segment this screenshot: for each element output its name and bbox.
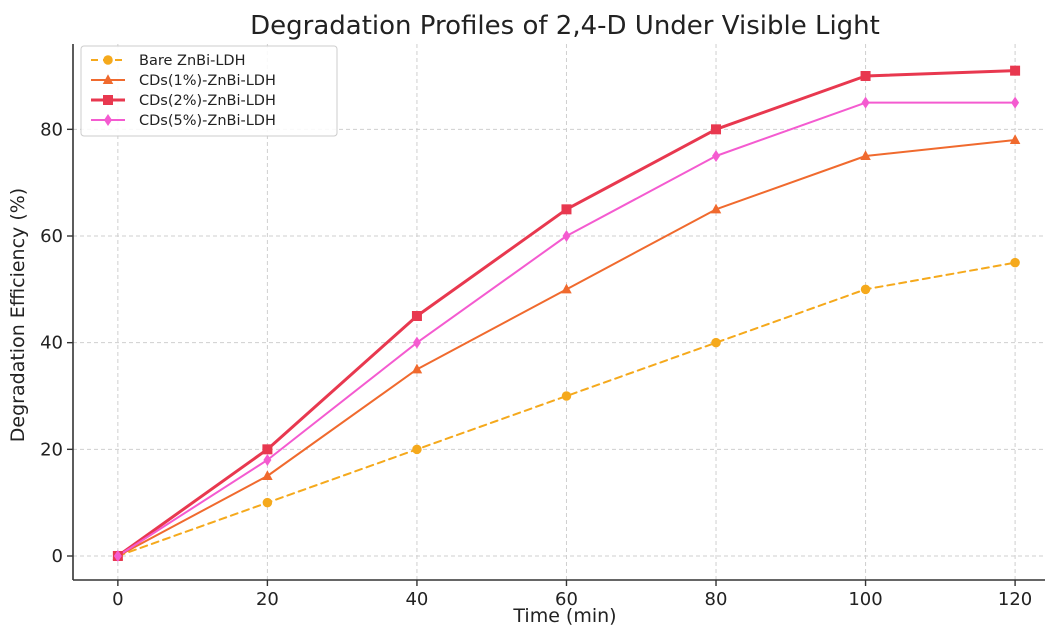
y-axis-label: Degradation Efficiency (%) xyxy=(7,188,29,442)
x-tick-label: 60 xyxy=(555,589,578,610)
data-point xyxy=(711,124,722,135)
data-point xyxy=(712,150,721,162)
data-point xyxy=(412,444,422,455)
data-point xyxy=(262,444,273,455)
data-point xyxy=(263,454,272,466)
series-markers xyxy=(112,65,1021,562)
data-point xyxy=(860,284,871,295)
data-point xyxy=(1010,65,1021,76)
y-tick-label: 0 xyxy=(52,546,63,567)
legend: Bare ZnBi-LDH CDs(1%)-ZnBi-LDH CDs(2%)-ZnB… xyxy=(80,45,338,137)
x-tick-label: 20 xyxy=(256,589,279,610)
legend-box xyxy=(80,45,338,137)
data-point xyxy=(562,230,571,242)
data-point xyxy=(561,204,572,215)
legend-marker xyxy=(103,55,113,65)
tick-labels: 0 20 40 60 80 100 120 0 20 40 60 80 xyxy=(40,119,1032,610)
data-point xyxy=(1010,257,1020,268)
x-tick-label: 100 xyxy=(848,589,882,610)
y-tick-label: 40 xyxy=(40,333,63,354)
y-tick-label: 20 xyxy=(40,439,63,460)
data-point xyxy=(861,96,870,109)
x-axis-label: Time (min) xyxy=(512,605,616,626)
legend-label: Bare ZnBi-LDH xyxy=(139,53,245,69)
data-point xyxy=(711,337,721,348)
data-point xyxy=(262,497,273,508)
data-point xyxy=(412,336,421,349)
legend-label: CDs(2%)-ZnBi-LDH xyxy=(139,93,276,109)
data-point xyxy=(411,363,423,374)
data-point xyxy=(561,283,572,294)
data-point xyxy=(710,203,722,214)
y-tick-label: 80 xyxy=(40,119,63,140)
data-point xyxy=(860,71,871,81)
chart-title: Degradation Profiles of 2,4-D Under Visi… xyxy=(250,11,880,41)
legend-marker xyxy=(104,114,112,126)
data-point xyxy=(860,150,871,160)
y-tick-label: 60 xyxy=(40,226,63,247)
data-point xyxy=(113,550,122,562)
x-tick-label: 80 xyxy=(705,589,728,610)
data-point xyxy=(1009,134,1021,144)
data-point xyxy=(262,470,273,480)
x-tick-label: 0 xyxy=(112,589,123,610)
legend-marker xyxy=(103,95,113,105)
data-point xyxy=(561,391,572,401)
data-point xyxy=(1011,96,1020,109)
data-point xyxy=(411,311,422,321)
axes xyxy=(67,44,1045,586)
legend-marker xyxy=(102,74,114,84)
x-tick-label: 40 xyxy=(405,589,428,610)
x-tick-label: 120 xyxy=(998,589,1032,610)
legend-label: CDs(5%)-ZnBi-LDH xyxy=(139,113,276,129)
legend-label: CDs(1%)-ZnBi-LDH xyxy=(139,73,276,89)
